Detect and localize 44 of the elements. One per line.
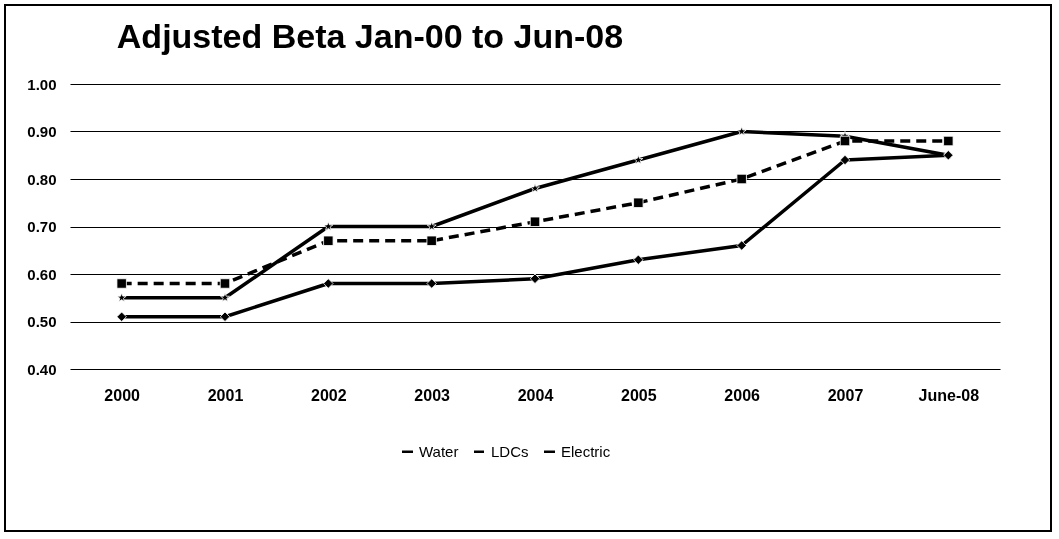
x-tick-label: 2006	[724, 386, 761, 404]
point	[839, 154, 851, 166]
legend-label: Water	[419, 442, 459, 460]
point	[219, 278, 231, 289]
point	[529, 216, 541, 227]
point	[426, 278, 437, 289]
point	[736, 240, 747, 251]
point	[220, 292, 230, 302]
x-tick-label: 2001	[207, 386, 244, 404]
point	[736, 126, 747, 136]
point	[323, 235, 334, 246]
y-tick-label: 1.00	[27, 75, 57, 93]
y-tick-label: 0.90	[27, 123, 57, 140]
chart-title: Adjusted Beta Jan-00 to Jun-08	[116, 17, 624, 55]
x-tick-label: 2005	[621, 386, 657, 404]
point	[736, 173, 747, 185]
point	[529, 273, 541, 284]
x-tick-label: 2003	[414, 386, 451, 404]
y-tick-label: 0.40	[27, 360, 57, 378]
point	[633, 154, 644, 165]
point	[633, 254, 644, 265]
y-tick-label: 0.70	[27, 218, 57, 235]
point	[116, 311, 127, 322]
point	[323, 278, 334, 289]
x-tick-label: June-08	[918, 386, 980, 404]
x-tick-label: 2004	[517, 386, 554, 404]
y-tick-label: 0.50	[27, 313, 57, 330]
point	[426, 235, 437, 246]
x-tick-label: 2007	[827, 386, 864, 404]
x-tick-label: 2002	[311, 386, 347, 404]
point	[839, 135, 851, 147]
point	[943, 135, 954, 147]
y-tick-label: 0.80	[27, 170, 57, 188]
point	[116, 292, 127, 302]
point	[219, 311, 231, 322]
legend-label: Electric	[561, 442, 611, 460]
x-tick-label: 2000	[104, 386, 141, 404]
point	[633, 197, 644, 208]
point	[530, 183, 540, 193]
point	[426, 221, 437, 231]
point	[116, 278, 127, 289]
legend-label: LDCs	[491, 442, 529, 460]
y-tick-label: 0.60	[27, 265, 57, 283]
point	[323, 221, 334, 231]
